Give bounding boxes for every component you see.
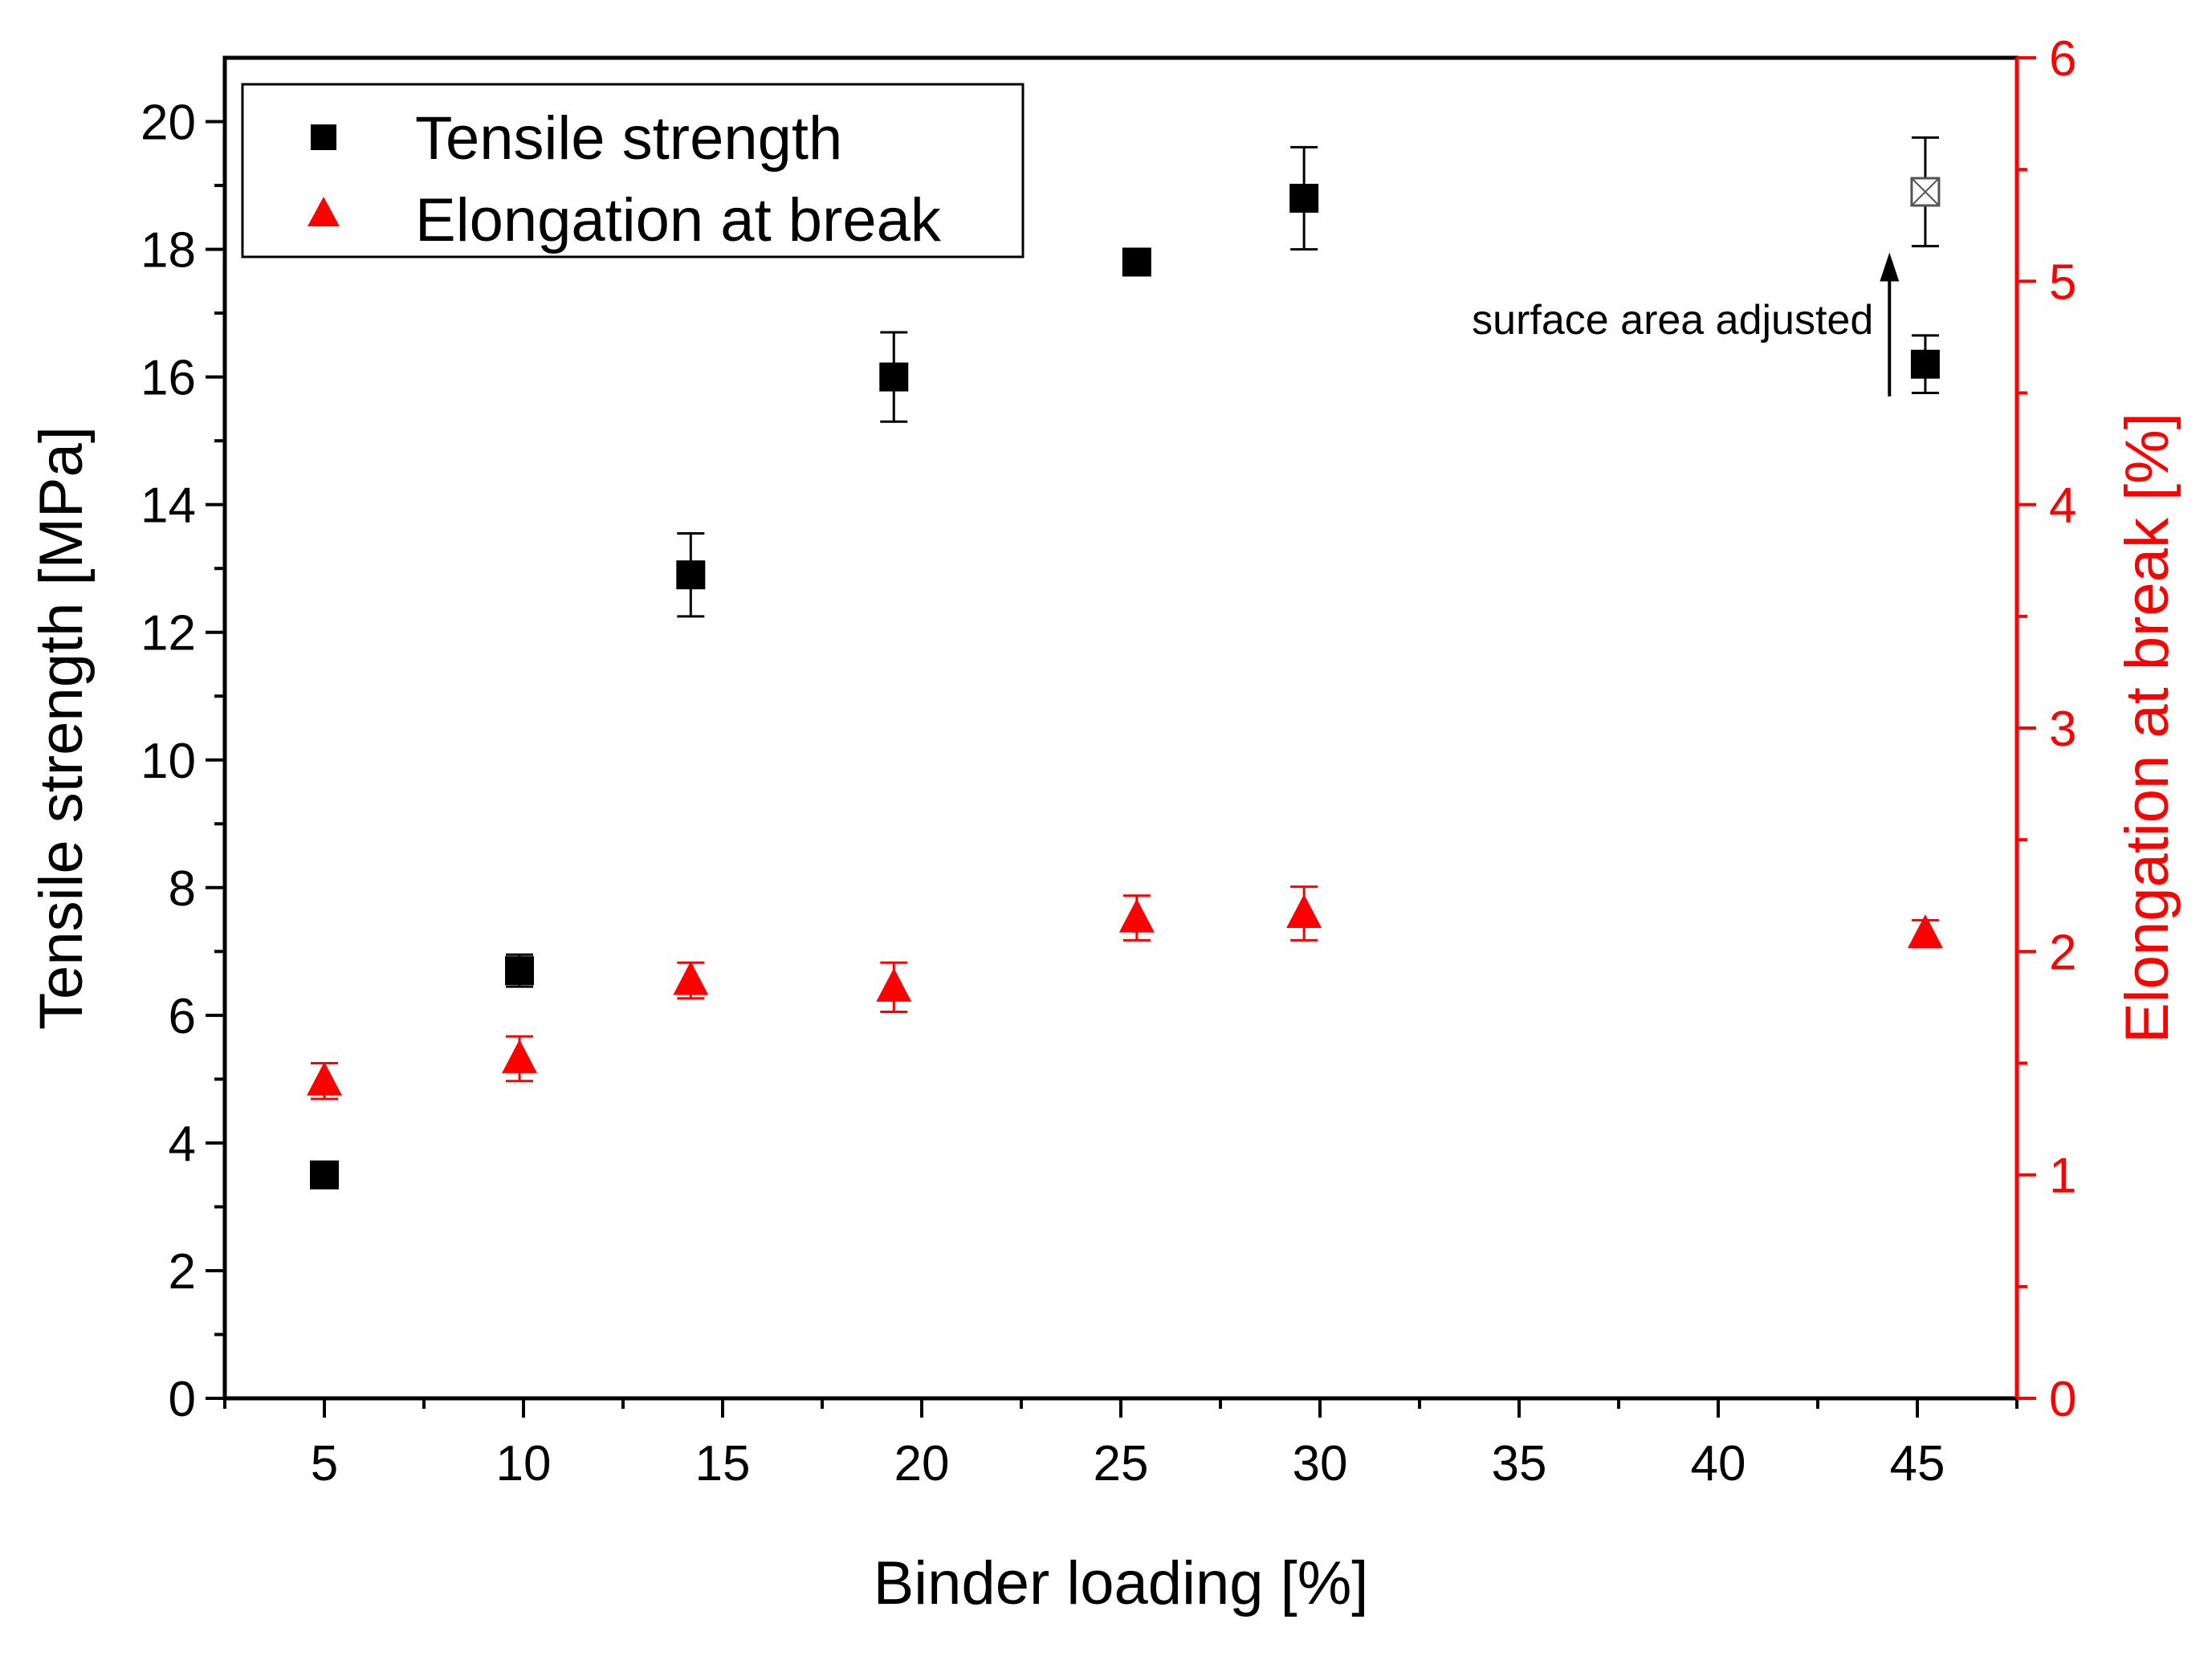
elongation-point bbox=[307, 1061, 342, 1096]
legend-marker-triangle bbox=[308, 197, 340, 226]
legend: Tensile strength Elongation at break bbox=[241, 83, 1025, 258]
x-tick-label: 45 bbox=[1890, 1436, 1945, 1491]
y-tick-label: 18 bbox=[141, 223, 196, 279]
y2-tick-label: 0 bbox=[2049, 1372, 2076, 1427]
legend-label-tensile: Tensile strength bbox=[415, 104, 842, 173]
x-tick-label: 5 bbox=[311, 1436, 338, 1491]
tensile-point bbox=[1289, 183, 1319, 213]
x-tick-label: 15 bbox=[695, 1436, 751, 1491]
error-bars bbox=[311, 136, 1939, 1183]
annotation-text: surface area adjusted bbox=[1472, 297, 1873, 344]
y2-tick-label: 5 bbox=[2049, 254, 2076, 310]
x-tick-label: 30 bbox=[1293, 1436, 1348, 1491]
y2-tick-label: 4 bbox=[2049, 478, 2076, 534]
tensile-point bbox=[1122, 247, 1151, 277]
legend-label-elongation: Elongation at break bbox=[415, 186, 942, 254]
elongation-point bbox=[502, 1039, 538, 1073]
x-axis-title: Binder loading [%] bbox=[874, 1549, 1369, 1617]
legend-marker-square bbox=[311, 124, 336, 150]
adjusted-point-cross bbox=[1911, 177, 1940, 206]
elongation-point bbox=[673, 961, 709, 995]
y-tick-label: 8 bbox=[169, 861, 196, 917]
y-tick-label: 20 bbox=[141, 96, 196, 151]
elongation-point bbox=[876, 967, 912, 1002]
tensile-point bbox=[310, 1160, 339, 1190]
tensile-point bbox=[879, 362, 909, 392]
y-tick-label: 12 bbox=[141, 606, 196, 661]
legend-box bbox=[241, 83, 1025, 258]
y-tick-label: 0 bbox=[169, 1372, 196, 1427]
elongation-point bbox=[1286, 894, 1322, 929]
tensile-point bbox=[676, 560, 706, 590]
y2-tick-label: 6 bbox=[2049, 31, 2076, 87]
x-tick-label: 35 bbox=[1492, 1436, 1547, 1491]
y2-axis-title: Elongation at break [%] bbox=[2113, 413, 2181, 1044]
y-tick-label: 14 bbox=[141, 478, 196, 534]
x-tick-label: 25 bbox=[1094, 1436, 1149, 1491]
y-axis-title: Tensile strength [MPa] bbox=[27, 426, 96, 1030]
y2-tick-label: 1 bbox=[2049, 1149, 2076, 1204]
elongation-point bbox=[1907, 914, 1943, 949]
elongation-point bbox=[1118, 898, 1155, 933]
tensile-point bbox=[1910, 349, 1940, 379]
markers bbox=[307, 177, 1943, 1190]
y-tick-label: 4 bbox=[169, 1117, 196, 1172]
x-tick-label: 20 bbox=[894, 1436, 950, 1491]
tensile-point bbox=[505, 956, 535, 986]
x-tick-label: 40 bbox=[1691, 1436, 1746, 1491]
y2-tick-label: 3 bbox=[2049, 702, 2076, 757]
y-tick-label: 6 bbox=[169, 989, 196, 1044]
y-tick-label: 2 bbox=[169, 1244, 196, 1300]
x-tick-label: 10 bbox=[496, 1436, 552, 1491]
plot-frame bbox=[222, 55, 2019, 1401]
y2-tick-label: 2 bbox=[2049, 925, 2076, 980]
annotation-arrow-head bbox=[1880, 252, 1900, 282]
y-tick-label: 10 bbox=[141, 734, 196, 789]
ticks: 5 10 15 20 25 30 35 40 4502468101214161820012345… bbox=[141, 31, 2076, 1491]
annotation: surface area adjusted bbox=[1472, 252, 1900, 397]
y-tick-label: 16 bbox=[141, 351, 196, 406]
